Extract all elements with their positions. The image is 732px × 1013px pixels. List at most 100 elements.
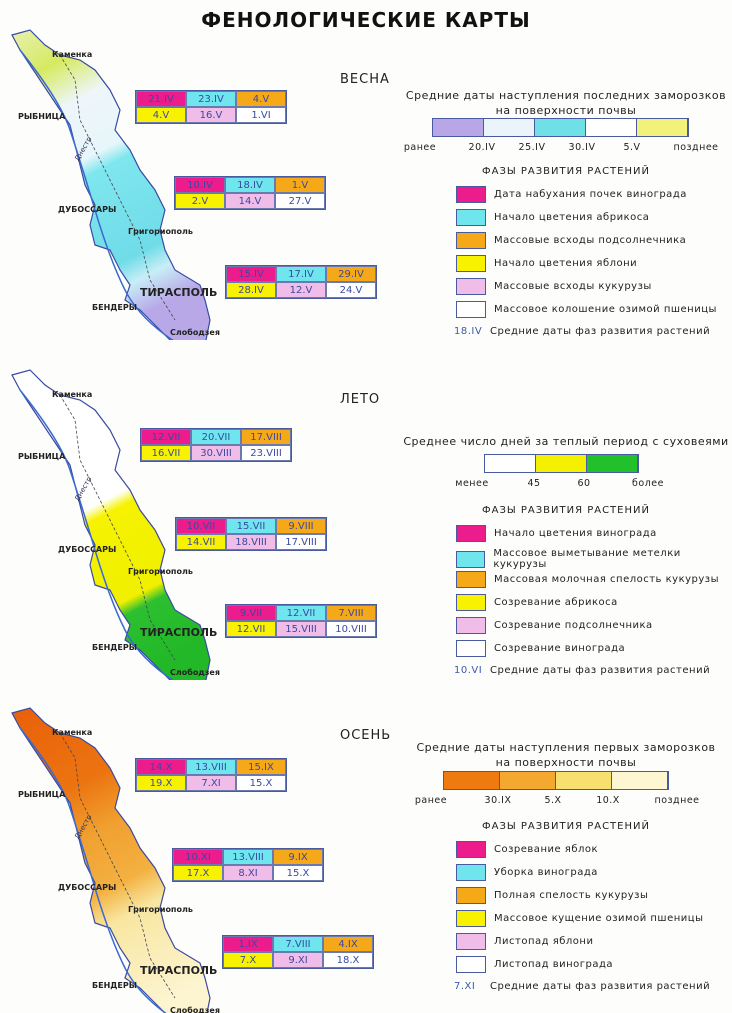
city-label-tiraspol: ТИРАСПОЛЬ bbox=[140, 964, 218, 977]
season-section-1: Каменка РЫБНИЦА ДУБОССАРЫ Григориополь ТИРАС… bbox=[0, 340, 732, 680]
scale-cell bbox=[586, 119, 637, 136]
scale-label: позднее bbox=[654, 795, 700, 806]
phase-swatch bbox=[456, 209, 486, 226]
phase-date-cell: 24.V bbox=[326, 282, 376, 298]
phase-date-cell: 13.VIII bbox=[223, 849, 273, 865]
phase-label: Массовое кущение озимой пшеницы bbox=[494, 913, 704, 924]
phase-date-cell: 18.X bbox=[323, 952, 373, 968]
scale-label: ранее bbox=[414, 795, 448, 806]
phase-label: Массовые всходы кукурузы bbox=[494, 281, 652, 292]
phase-date-cell: 8.XI bbox=[223, 865, 273, 881]
phase-date-cell: 10.VIII bbox=[326, 621, 376, 637]
city-label-slobodzeya: Слободзея bbox=[170, 1006, 220, 1013]
phase-label: Листопад винограда bbox=[494, 959, 614, 970]
city-label-rybnitsa: РЫБНИЦА bbox=[18, 452, 66, 461]
phase-label: Начало цветения яблони bbox=[494, 258, 638, 269]
phase-legend-item: Массовое кущение озимой пшеницы bbox=[456, 910, 703, 927]
scale-label: 10.X bbox=[596, 795, 620, 806]
scale-label: 5.V bbox=[623, 142, 641, 153]
phase-date-cell: 9.IX bbox=[273, 849, 323, 865]
season-title: ВЕСНА bbox=[340, 72, 390, 87]
phase-date-cell: 30.VIII bbox=[191, 445, 241, 461]
city-label-bendery: БЕНДЕРЫ bbox=[92, 303, 137, 312]
city-label-tiraspol: ТИРАСПОЛЬ bbox=[140, 626, 218, 639]
scale-cell bbox=[637, 119, 688, 136]
date-note-label: Средние даты фаз развития растений bbox=[490, 981, 711, 992]
phase-date-cell: 12.VII bbox=[276, 605, 326, 621]
scale-cell bbox=[587, 455, 638, 472]
season-section-0: Каменка РЫБНИЦА ДУБОССАРЫ Григориополь ТИРАС… bbox=[0, 0, 732, 340]
phase-label: Созревание винограда bbox=[494, 643, 626, 654]
scale-label: 45 bbox=[527, 478, 541, 489]
phase-legend-item: Массовые всходы подсолнечника bbox=[456, 232, 686, 249]
phase-date-cell: 14.V bbox=[225, 193, 275, 209]
phase-date-cell: 16.V bbox=[186, 107, 236, 123]
phase-date-cell: 7.XI bbox=[186, 775, 236, 791]
phase-legend-item: Уборка винограда bbox=[456, 864, 598, 881]
phase-date-cell: 1.V bbox=[275, 177, 325, 193]
city-label-bendery: БЕНДЕРЫ bbox=[92, 981, 137, 990]
scale-cell bbox=[433, 119, 484, 136]
phase-date-box: 15.IV 17.IV 29.IV 28.IV 12.V 24.V bbox=[225, 265, 377, 299]
date-example: 10.VI bbox=[454, 665, 483, 676]
phase-date-cell: 7.VIII bbox=[273, 936, 323, 952]
phase-label: Массовое колошение озимой пшеницы bbox=[494, 304, 717, 315]
phase-date-box: 10.XI 13.VIII 9.IX 17.X 8.XI 15.X bbox=[172, 848, 324, 882]
phase-swatch bbox=[456, 841, 486, 858]
scale-label: 30.IX bbox=[484, 795, 512, 806]
legend-title-line: на поверхности почвы bbox=[495, 104, 637, 117]
scale-cell bbox=[485, 455, 536, 472]
phase-swatch bbox=[456, 278, 486, 295]
phase-legend-item: Листопад винограда bbox=[456, 956, 613, 973]
scale-cell bbox=[612, 772, 668, 789]
phase-date-cell: 15.X bbox=[236, 775, 286, 791]
phase-swatch bbox=[456, 594, 486, 611]
city-label-dubossary: ДУБОССАРЫ bbox=[58, 205, 117, 214]
phase-date-cell: 10.XI bbox=[173, 849, 223, 865]
color-scale bbox=[432, 118, 689, 137]
phase-date-cell: 4.V bbox=[236, 91, 286, 107]
phase-swatch bbox=[456, 910, 486, 927]
phase-date-cell: 2.V bbox=[175, 193, 225, 209]
color-scale bbox=[443, 771, 669, 790]
region-map bbox=[11, 369, 211, 680]
phase-date-cell: 23.VIII bbox=[241, 445, 291, 461]
phase-date-cell: 15.IX bbox=[236, 759, 286, 775]
phase-label: Дата набухания почек винограда bbox=[494, 189, 687, 200]
date-example: 7.XI bbox=[454, 981, 476, 992]
phase-date-cell: 17.X bbox=[173, 865, 223, 881]
scale-cell bbox=[556, 772, 612, 789]
phase-swatch bbox=[456, 550, 486, 568]
phase-legend-item: Массовое выметывание метелки кукурузы bbox=[456, 548, 732, 570]
phase-date-box: 12.VII 20.VII 17.VIII 16.VII 30.VIII 23.VIII bbox=[140, 428, 292, 462]
phase-date-cell: 1.VI bbox=[236, 107, 286, 123]
city-label-kamenka: Каменка bbox=[52, 50, 93, 59]
phase-date-cell: 10.IV bbox=[175, 177, 225, 193]
phase-date-box: 10.VII 15.VII 9.VIII 14.VII 18.VIII 17.VIII bbox=[175, 517, 327, 551]
scale-cell bbox=[484, 119, 535, 136]
scale-label: 30.IV bbox=[568, 142, 596, 153]
legend-title-line: Среднее число дней за теплый период с су… bbox=[403, 435, 729, 448]
scale-cell bbox=[444, 772, 500, 789]
city-label-kamenka: Каменка bbox=[52, 728, 93, 737]
dniester-river bbox=[19, 49, 174, 340]
phase-date-cell: 7.X bbox=[223, 952, 273, 968]
phase-legend-item: Листопад яблони bbox=[456, 933, 593, 950]
phase-date-box: 14.X 13.VIII 15.IX 19.X 7.XI 15.X bbox=[135, 758, 287, 792]
phase-label: Созревание подсолнечника bbox=[494, 620, 653, 631]
phase-legend-item: Массовое колошение озимой пшеницы bbox=[456, 301, 717, 318]
region-map bbox=[11, 707, 211, 1013]
phase-date-cell: 14.VII bbox=[176, 534, 226, 550]
phase-date-cell: 9.VIII bbox=[276, 518, 326, 534]
phase-date-cell: 1.IX bbox=[223, 936, 273, 952]
phase-date-cell: 12.VII bbox=[226, 621, 276, 637]
dniester-river bbox=[19, 389, 174, 680]
scale-cell bbox=[500, 772, 556, 789]
region-map bbox=[11, 29, 211, 340]
phase-date-box: 9.VII 12.VII 7.VIII 12.VII 15.VIII 10.VIII bbox=[225, 604, 377, 638]
phase-date-cell: 4.V bbox=[136, 107, 186, 123]
phase-label: Полная спелость кукурузы bbox=[494, 890, 649, 901]
border-line bbox=[59, 394, 176, 661]
phase-legend-item: Созревание абрикоса bbox=[456, 594, 618, 611]
date-note: 7.XI Средние даты фаз развития растений bbox=[454, 981, 710, 992]
